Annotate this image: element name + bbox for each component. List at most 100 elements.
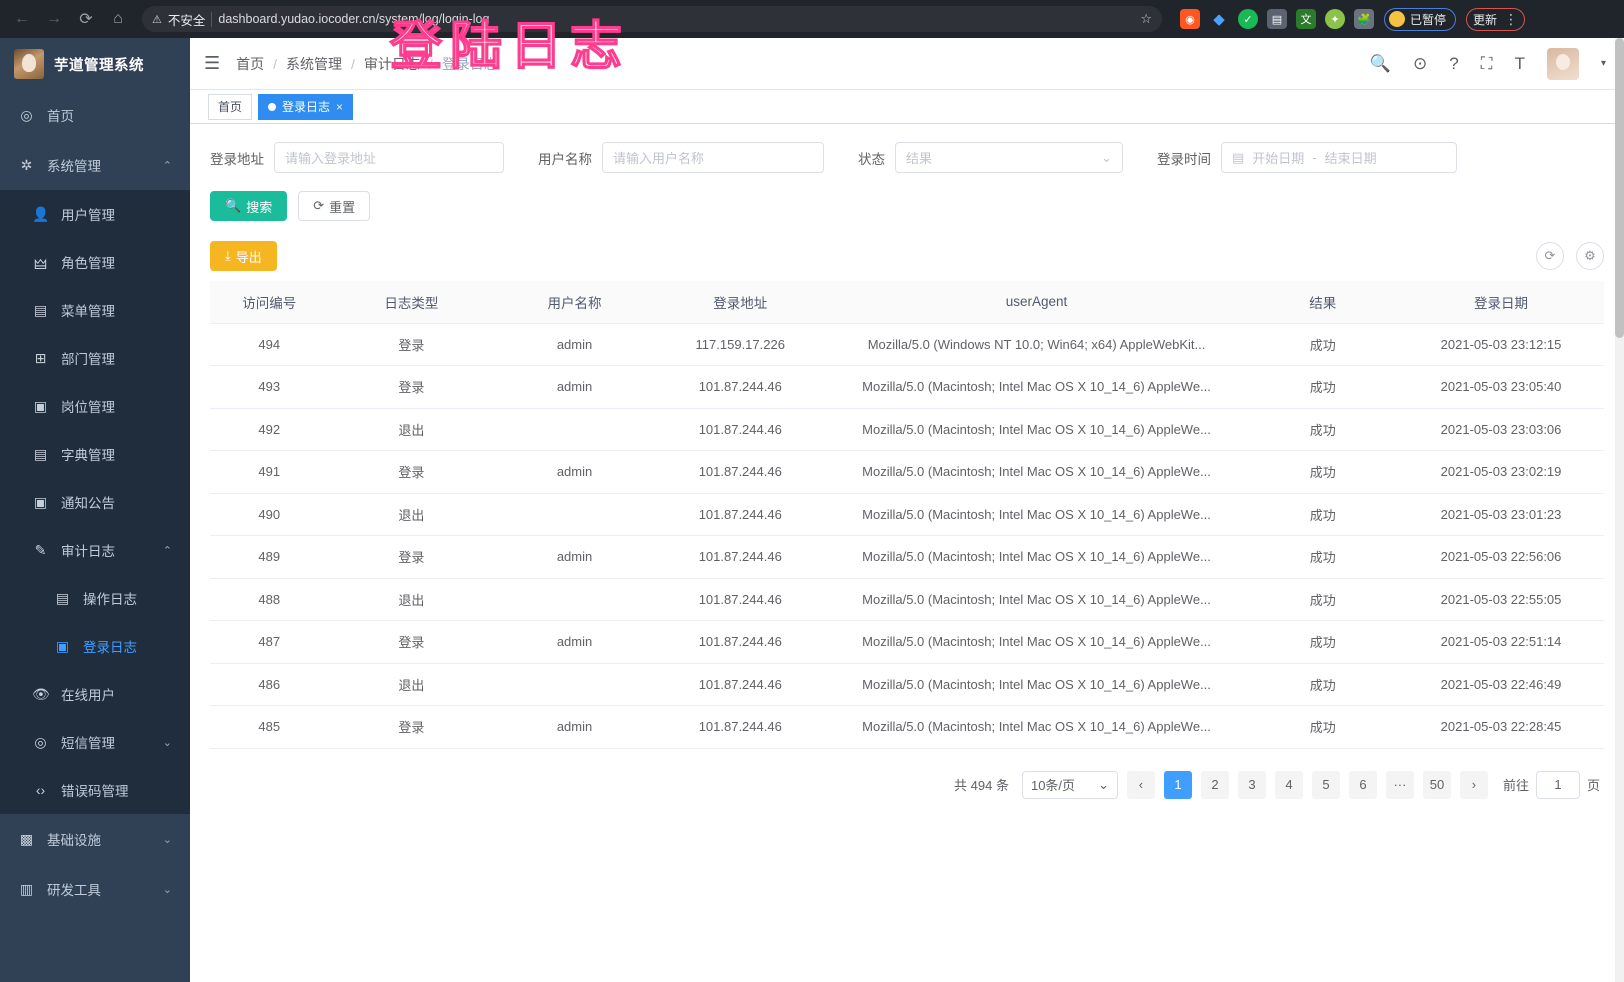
date-range-picker[interactable]: ▤ 开始日期 - 结束日期 [1221, 142, 1457, 173]
chevron-down-icon[interactable]: ⌄ [162, 736, 172, 749]
sidebar-logo[interactable]: 芋道管理系统 [0, 38, 190, 90]
search-icon[interactable]: 🔍 [1369, 53, 1391, 73]
pagination-prev-button[interactable]: ‹ [1126, 770, 1155, 799]
pagination-page-3[interactable]: 3 [1237, 770, 1266, 799]
pagination-jumper: 前往 1 页 [1503, 770, 1600, 799]
pagination-page-50[interactable]: 50 [1422, 770, 1451, 799]
pagination-page-4[interactable]: 4 [1274, 770, 1303, 799]
address-bar[interactable]: ⚠ 不安全 dashboard.yudao.iocoder.cn/system/… [142, 6, 1162, 32]
chevron-down-icon[interactable]: ⌄ [162, 883, 172, 896]
page-scrollbar-track[interactable] [1615, 38, 1624, 982]
update-button[interactable]: 更新 ⋮ [1466, 7, 1526, 31]
pagination-page-2[interactable]: 2 [1200, 770, 1229, 799]
extension-puzzle-icon[interactable]: 🧩 [1354, 9, 1374, 29]
browser-menu-icon[interactable]: ⋮ [1504, 10, 1519, 27]
sidebar-item-login-log[interactable]: ▣ 登录日志 [0, 622, 190, 670]
home-icon[interactable]: ⌂ [113, 10, 123, 27]
back-icon[interactable]: ← [14, 10, 30, 27]
tab-home[interactable]: 首页 [208, 93, 253, 120]
extension-icon-translate[interactable]: 文 [1296, 9, 1316, 29]
search-button[interactable]: 🔍 搜索 [210, 191, 288, 221]
close-icon[interactable]: × [336, 99, 344, 114]
sidebar-item-roles[interactable]: 🜲 角色管理 [0, 238, 190, 286]
username-input[interactable]: 请输入用户名称 [602, 142, 824, 173]
reload-icon[interactable]: ⟳ [79, 11, 93, 28]
sidebar-item-online-users[interactable]: 👁 在线用户 [0, 670, 190, 718]
column-header-date[interactable]: 登录日期 [1398, 281, 1604, 324]
pagination-ellipsis[interactable]: ··· [1385, 770, 1414, 799]
sidebar-item-dictionary[interactable]: ▤ 字典管理 [0, 430, 190, 478]
bookmark-star-icon[interactable]: ☆ [1140, 11, 1152, 26]
breadcrumb-item-home[interactable]: 首页 [236, 55, 265, 72]
login-address-input[interactable]: 请输入登录地址 [274, 142, 504, 173]
table-row[interactable]: 494 登录 admin 117.159.17.226 Mozilla/5.0 … [210, 323, 1604, 366]
paused-status-pill[interactable]: 已暂停 [1384, 7, 1457, 31]
sidebar-item-notices[interactable]: ▣ 通知公告 [0, 478, 190, 526]
sidebar-item-system[interactable]: ✲ 系统管理 ⌃ [0, 140, 190, 190]
hamburger-icon[interactable]: ☰ [204, 53, 221, 73]
chevron-up-icon[interactable]: ⌃ [162, 159, 172, 172]
insecure-label[interactable]: 不安全 [167, 13, 206, 28]
end-date-input[interactable]: 结束日期 [1324, 151, 1377, 166]
breadcrumb-item-system[interactable]: 系统管理 [286, 55, 343, 72]
jumper-input[interactable]: 1 [1535, 770, 1580, 799]
pagination-next-button[interactable]: › [1459, 770, 1488, 799]
forward-icon[interactable]: → [46, 10, 62, 27]
column-header-type[interactable]: 日志类型 [328, 281, 495, 324]
pagination-page-5[interactable]: 5 [1311, 770, 1340, 799]
sidebar-item-devtools[interactable]: ▥ 研发工具 ⌄ [0, 864, 190, 914]
avatar[interactable] [1546, 47, 1579, 80]
breadcrumb-item-audit[interactable]: 审计日志 [363, 55, 420, 72]
column-header-username[interactable]: 用户名称 [494, 281, 655, 324]
column-header-address[interactable]: 登录地址 [654, 281, 826, 324]
reset-button[interactable]: ⟳ 重置 [298, 191, 371, 221]
sidebar-item-sms[interactable]: ◎ 短信管理 ⌄ [0, 718, 190, 766]
column-header-useragent[interactable]: userAgent [825, 281, 1248, 324]
sidebar-item-posts[interactable]: ▣ 岗位管理 [0, 382, 190, 430]
column-settings-icon-button[interactable]: ⚙ [1576, 242, 1604, 270]
pagination-page-1[interactable]: 1 [1163, 770, 1192, 799]
chevron-down-icon: ⌄ [1098, 776, 1109, 792]
extension-icon-green[interactable]: ✓ [1238, 9, 1258, 29]
sidebar-item-users[interactable]: 👤 用户管理 [0, 190, 190, 238]
page-size-select[interactable]: 10条/页 ⌄ [1021, 770, 1118, 799]
table-row[interactable]: 488 退出 101.87.244.46 Mozilla/5.0 (Macint… [210, 578, 1604, 621]
extension-icon-leaf[interactable]: ✦ [1325, 9, 1345, 29]
column-header-id[interactable]: 访问编号 [210, 281, 329, 324]
github-icon[interactable]: ⊙ [1412, 53, 1428, 73]
sidebar-item-departments[interactable]: ⊞ 部门管理 [0, 334, 190, 382]
sidebar-item-error-codes[interactable]: ‹› 错误码管理 [0, 766, 190, 814]
sidebar-item-operation-log[interactable]: ▤ 操作日志 [0, 574, 190, 622]
table-row[interactable]: 489 登录 admin 101.87.244.46 Mozilla/5.0 (… [210, 535, 1604, 579]
table-row[interactable]: 487 登录 admin 101.87.244.46 Mozilla/5.0 (… [210, 620, 1604, 664]
tab-login-log[interactable]: 登录日志 × [258, 93, 354, 120]
sidebar-item-label: 通知公告 [61, 496, 115, 511]
extension-icon-diamond[interactable]: ◆ [1213, 11, 1225, 28]
fullscreen-icon[interactable]: ⛶ [1480, 53, 1493, 73]
refresh-icon-button[interactable]: ⟳ [1536, 242, 1564, 270]
table-row[interactable]: 486 退出 101.87.244.46 Mozilla/5.0 (Macint… [210, 663, 1604, 706]
page-scrollbar-thumb[interactable] [1615, 38, 1624, 338]
url-text[interactable]: dashboard.yudao.iocoder.cn/system/log/lo… [218, 12, 490, 26]
table-row[interactable]: 485 登录 admin 101.87.244.46 Mozilla/5.0 (… [210, 705, 1604, 749]
chevron-down-icon[interactable]: ⌄ [162, 833, 172, 846]
sidebar-item-home[interactable]: ◎ 首页 [0, 90, 190, 140]
font-size-icon[interactable]: T [1514, 53, 1525, 73]
table-row[interactable]: 490 退出 101.87.244.46 Mozilla/5.0 (Macint… [210, 493, 1604, 536]
help-icon[interactable]: ? [1449, 53, 1459, 73]
table-row[interactable]: 491 登录 admin 101.87.244.46 Mozilla/5.0 (… [210, 450, 1604, 494]
table-row[interactable]: 492 退出 101.87.244.46 Mozilla/5.0 (Macint… [210, 408, 1604, 451]
chevron-up-icon[interactable]: ⌃ [162, 544, 172, 557]
chevron-down-icon[interactable]: ▾ [1600, 58, 1606, 69]
sidebar-item-infrastructure[interactable]: ▩ 基础设施 ⌄ [0, 814, 190, 864]
extension-icon-notes[interactable]: ▤ [1267, 9, 1287, 29]
column-header-result[interactable]: 结果 [1247, 281, 1399, 324]
start-date-input[interactable]: 开始日期 [1252, 151, 1305, 166]
status-select[interactable]: 结果 ⌄ [895, 142, 1123, 173]
extension-icon-orange[interactable]: ◉ [1180, 9, 1200, 29]
pagination-page-6[interactable]: 6 [1348, 770, 1377, 799]
export-button[interactable]: ⤓ 导出 [210, 241, 277, 271]
sidebar-item-audit-log[interactable]: ✎ 审计日志 ⌃ [0, 526, 190, 574]
table-row[interactable]: 493 登录 admin 101.87.244.46 Mozilla/5.0 (… [210, 365, 1604, 409]
sidebar-item-menus[interactable]: ▤ 菜单管理 [0, 286, 190, 334]
